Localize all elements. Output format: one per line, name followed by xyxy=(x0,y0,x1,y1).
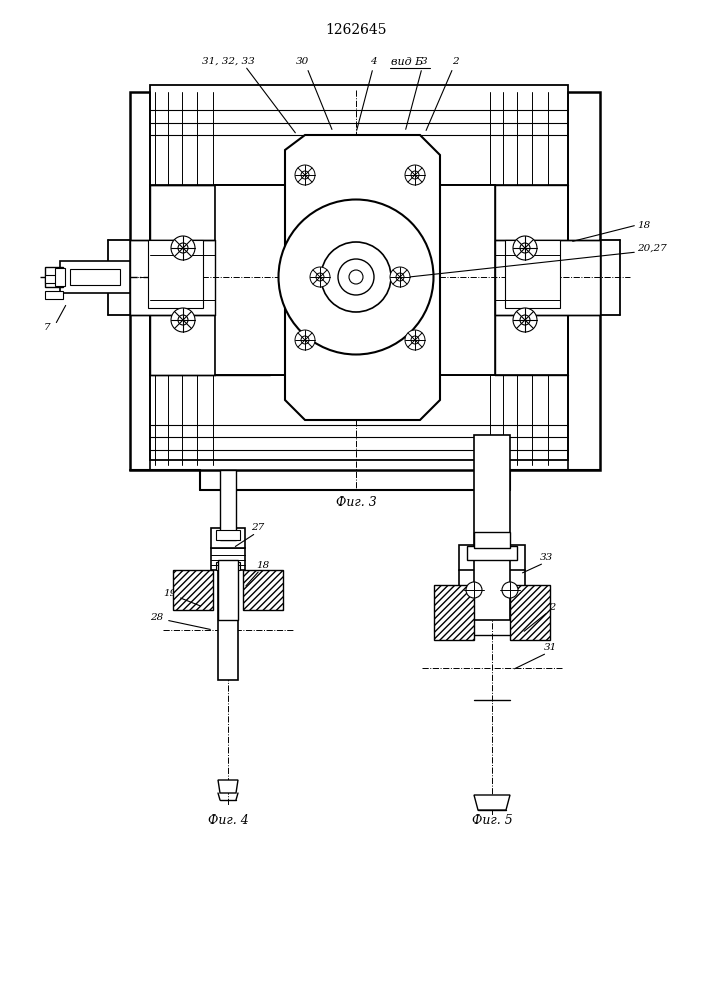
Circle shape xyxy=(295,330,315,350)
Bar xyxy=(211,548,245,570)
Bar xyxy=(45,291,63,299)
Circle shape xyxy=(502,582,518,598)
Circle shape xyxy=(338,259,374,295)
Bar xyxy=(130,240,215,315)
Circle shape xyxy=(466,582,482,598)
Bar xyxy=(55,268,65,286)
Circle shape xyxy=(513,308,537,332)
Bar xyxy=(45,267,63,287)
Circle shape xyxy=(310,267,330,287)
Circle shape xyxy=(301,171,309,179)
Bar xyxy=(148,240,203,308)
Bar xyxy=(495,240,600,315)
Text: 32: 32 xyxy=(544,602,556,611)
Circle shape xyxy=(390,267,410,287)
Bar xyxy=(243,570,283,610)
Bar xyxy=(45,275,63,283)
Text: вид Б: вид Б xyxy=(391,57,423,67)
Text: 3: 3 xyxy=(421,57,427,66)
Bar xyxy=(434,585,474,640)
Bar xyxy=(474,532,510,548)
Text: 19: 19 xyxy=(163,589,177,598)
Circle shape xyxy=(520,315,530,325)
Text: 30: 30 xyxy=(296,57,310,66)
Bar xyxy=(216,530,240,540)
Bar xyxy=(173,570,213,610)
Circle shape xyxy=(396,273,404,281)
Circle shape xyxy=(405,165,425,185)
Ellipse shape xyxy=(279,200,433,355)
Circle shape xyxy=(405,330,425,350)
Circle shape xyxy=(171,236,195,260)
Polygon shape xyxy=(474,795,510,810)
Circle shape xyxy=(178,315,188,325)
Bar xyxy=(459,545,525,570)
Text: 31, 32, 33: 31, 32, 33 xyxy=(201,56,255,66)
Bar xyxy=(60,261,130,293)
Text: Фиг. 3: Фиг. 3 xyxy=(336,496,376,510)
Circle shape xyxy=(520,243,530,253)
Text: 1262645: 1262645 xyxy=(325,23,387,37)
Bar xyxy=(216,562,240,570)
Circle shape xyxy=(349,270,363,284)
Circle shape xyxy=(301,336,309,344)
Text: 28: 28 xyxy=(151,612,163,621)
Circle shape xyxy=(171,308,195,332)
Text: 2: 2 xyxy=(452,57,458,66)
Text: 7: 7 xyxy=(44,324,50,332)
Text: 18: 18 xyxy=(257,560,269,570)
Bar xyxy=(220,470,236,540)
Bar xyxy=(510,585,550,640)
Circle shape xyxy=(411,171,419,179)
Circle shape xyxy=(321,242,391,312)
Bar xyxy=(474,435,510,620)
Circle shape xyxy=(513,236,537,260)
Text: Фиг. 5: Фиг. 5 xyxy=(472,814,513,826)
Text: 33: 33 xyxy=(540,554,554,562)
Bar xyxy=(218,560,238,620)
Circle shape xyxy=(295,165,315,185)
Bar xyxy=(218,570,238,680)
Text: Фиг. 4: Фиг. 4 xyxy=(208,814,248,826)
Circle shape xyxy=(178,243,188,253)
Text: 27: 27 xyxy=(252,524,264,532)
Bar xyxy=(467,546,517,560)
Polygon shape xyxy=(218,780,238,793)
Bar xyxy=(211,528,245,548)
Bar xyxy=(215,185,495,375)
Text: 4: 4 xyxy=(370,57,376,66)
Bar xyxy=(150,85,568,460)
Bar xyxy=(150,185,270,375)
Text: 18: 18 xyxy=(637,221,650,230)
Text: 20,27: 20,27 xyxy=(637,243,667,252)
Polygon shape xyxy=(285,135,440,420)
Circle shape xyxy=(316,273,324,281)
Text: 31: 31 xyxy=(544,644,556,652)
Bar xyxy=(505,240,560,308)
Bar xyxy=(130,92,600,470)
Circle shape xyxy=(411,336,419,344)
Bar xyxy=(70,269,120,285)
